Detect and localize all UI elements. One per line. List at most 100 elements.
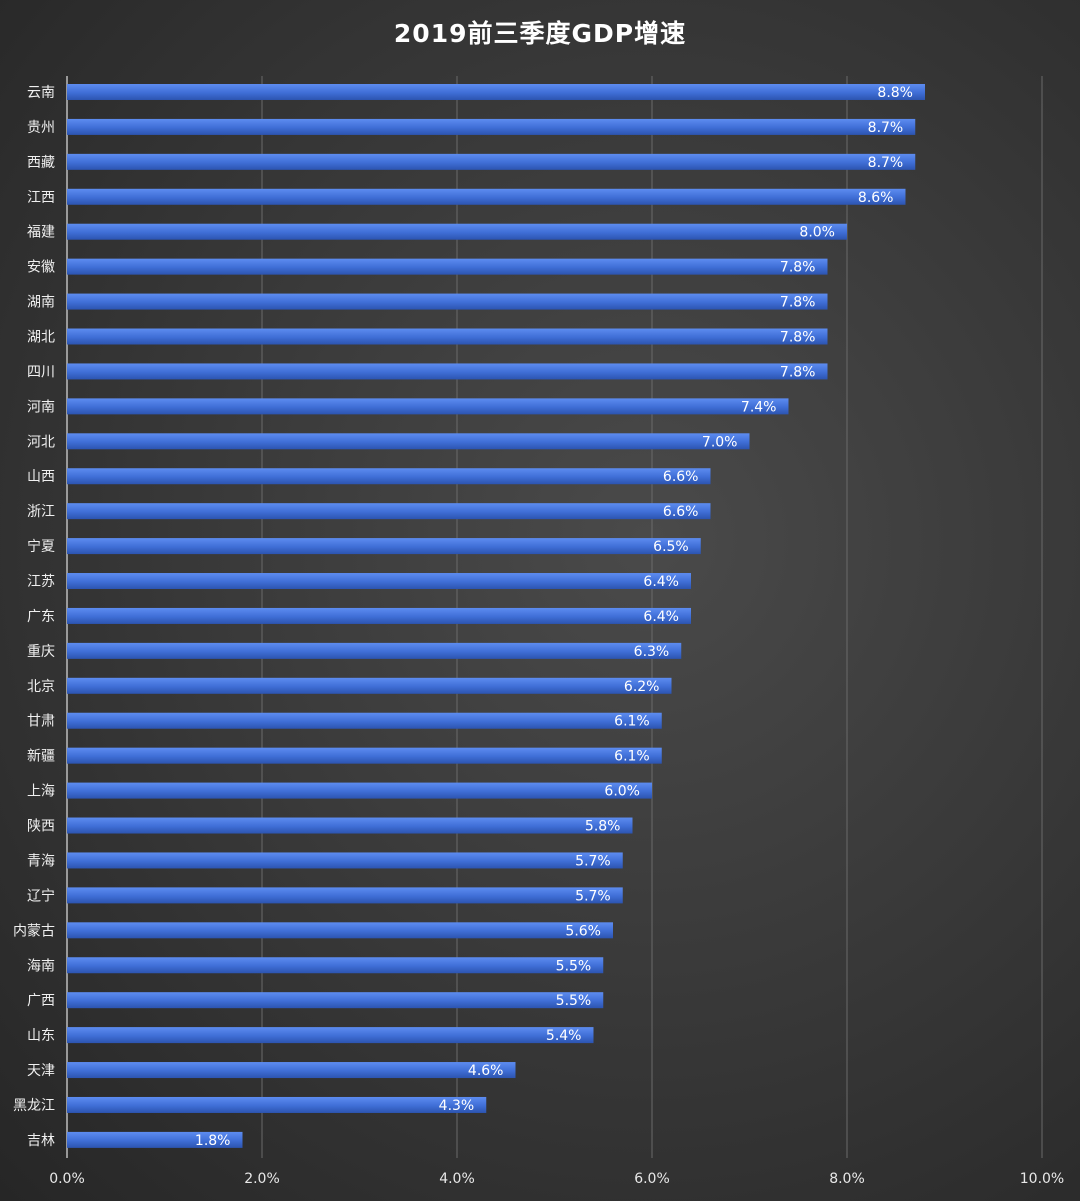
bar	[67, 887, 623, 904]
data-label: 8.6%	[858, 190, 894, 206]
chart-title: 2019前三季度GDP增速	[393, 19, 687, 48]
data-label: 6.1%	[614, 714, 650, 730]
data-label: 6.5%	[653, 539, 689, 555]
bar	[67, 363, 828, 380]
bar	[67, 1027, 594, 1044]
labels: 0.0% 2.0% 4.0% 6.0% 8.0% 10.0% 云南 8.8% 贵州 8.7% 西藏 8…	[13, 85, 1064, 1187]
category-label: 吉林	[27, 1133, 55, 1149]
category-label: 湖南	[27, 295, 55, 311]
category-label: 西藏	[27, 155, 55, 171]
bar	[67, 817, 633, 834]
bar	[67, 1131, 243, 1148]
bar	[67, 84, 925, 100]
bar	[67, 747, 662, 764]
data-label: 6.6%	[663, 504, 699, 520]
data-label: 5.8%	[585, 819, 621, 835]
category-label: 重庆	[27, 644, 55, 660]
data-label: 8.0%	[799, 225, 835, 241]
category-label: 浙江	[27, 504, 55, 520]
x-tick-label: 2.0%	[244, 1171, 280, 1187]
bar	[67, 782, 652, 799]
bar	[67, 677, 672, 694]
x-tick-label: 10.0%	[1020, 1171, 1064, 1187]
category-label: 陕西	[27, 819, 55, 835]
data-label: 6.1%	[614, 749, 650, 765]
bar	[67, 992, 604, 1009]
bar	[67, 1062, 516, 1079]
bar	[67, 328, 828, 345]
bar	[67, 153, 916, 170]
bar	[67, 503, 711, 520]
data-label: 6.6%	[663, 469, 699, 485]
data-label: 7.8%	[780, 364, 816, 380]
data-label: 5.5%	[556, 993, 592, 1009]
category-label: 云南	[27, 85, 55, 101]
category-label: 江西	[27, 190, 55, 206]
bar	[67, 188, 906, 205]
bar	[67, 922, 613, 939]
data-label: 5.5%	[556, 958, 592, 974]
x-tick-label: 4.0%	[439, 1171, 475, 1187]
x-tick-label: 0.0%	[49, 1171, 85, 1187]
category-label: 新疆	[27, 749, 55, 765]
category-label: 四川	[27, 364, 55, 380]
data-label: 1.8%	[195, 1133, 231, 1149]
data-label: 4.6%	[468, 1063, 504, 1079]
bar	[67, 293, 828, 310]
data-label: 5.6%	[565, 923, 601, 939]
data-label: 6.0%	[604, 784, 640, 800]
category-label: 黑龙江	[13, 1098, 55, 1114]
category-label: 河北	[27, 434, 55, 450]
data-label: 6.2%	[624, 679, 660, 695]
category-label: 贵州	[27, 120, 55, 136]
data-label: 8.7%	[868, 120, 904, 136]
category-label: 广西	[27, 993, 55, 1009]
data-label: 5.4%	[546, 1028, 582, 1044]
category-label: 上海	[27, 784, 55, 800]
data-label: 7.8%	[780, 260, 816, 276]
data-label: 6.4%	[643, 574, 679, 590]
category-label: 山东	[27, 1028, 55, 1044]
data-label: 7.8%	[780, 330, 816, 346]
data-label: 6.4%	[643, 609, 679, 625]
category-label: 甘肃	[27, 714, 55, 730]
bar	[67, 258, 828, 275]
bar	[67, 712, 662, 729]
bar	[67, 538, 701, 555]
data-label: 7.4%	[741, 399, 777, 415]
category-label: 山西	[27, 469, 55, 485]
bar	[67, 223, 847, 240]
category-label: 福建	[27, 225, 55, 241]
bar	[67, 398, 789, 415]
data-label: 8.8%	[877, 85, 913, 101]
category-label: 北京	[27, 679, 55, 695]
category-label: 海南	[27, 958, 55, 974]
bar	[67, 1096, 487, 1113]
data-label: 7.0%	[702, 434, 738, 450]
data-label: 7.8%	[780, 295, 816, 311]
category-label: 湖北	[27, 330, 55, 346]
data-label: 5.7%	[575, 853, 611, 869]
category-label: 安徽	[27, 260, 55, 276]
category-label: 江苏	[27, 574, 55, 590]
bar	[67, 642, 682, 659]
category-label: 天津	[27, 1063, 55, 1079]
bar	[67, 852, 623, 869]
category-label: 内蒙古	[13, 923, 55, 939]
data-label: 4.3%	[439, 1098, 475, 1114]
data-label: 8.7%	[868, 155, 904, 171]
data-label: 5.7%	[575, 888, 611, 904]
bar	[67, 468, 711, 485]
x-tick-label: 6.0%	[634, 1171, 670, 1187]
category-label: 青海	[27, 853, 55, 869]
category-label: 辽宁	[27, 887, 55, 904]
category-label: 河南	[27, 399, 55, 415]
bar	[67, 607, 691, 624]
bar	[67, 957, 604, 974]
bars	[67, 84, 925, 1148]
data-label: 6.3%	[634, 644, 670, 660]
category-label: 宁夏	[27, 538, 55, 555]
category-label: 广东	[27, 609, 55, 625]
